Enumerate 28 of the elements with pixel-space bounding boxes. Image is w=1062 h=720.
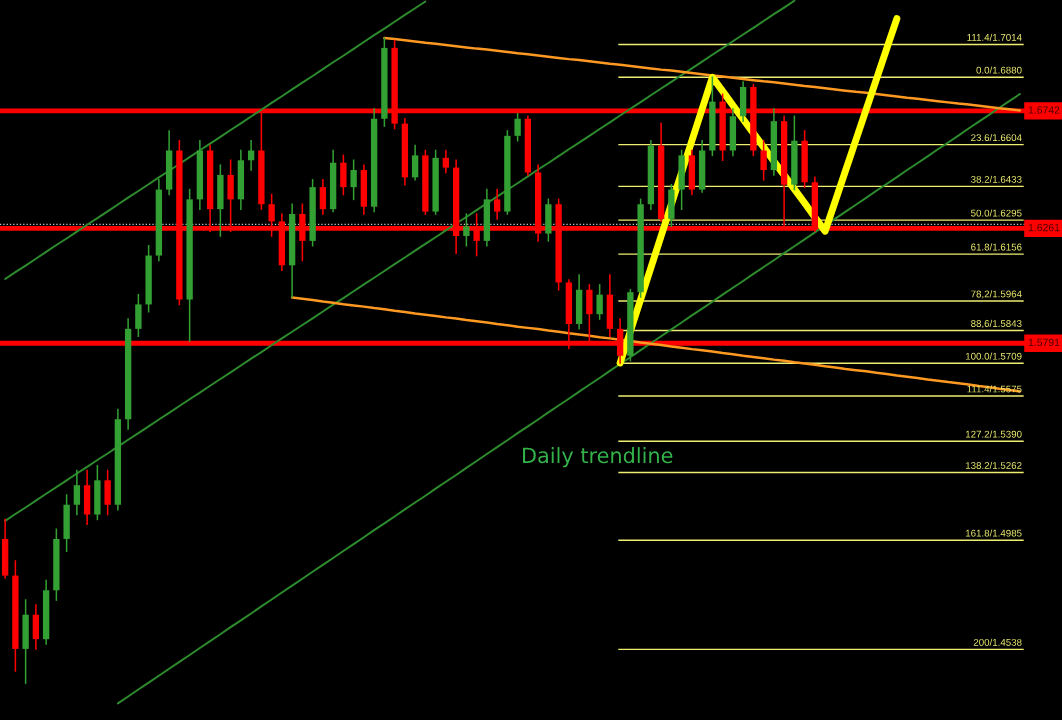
candlestick xyxy=(493,188,501,220)
ref-line-label: 138.2/1.5262 xyxy=(965,461,1022,469)
ref-line-label: 50.0/1.6295 xyxy=(971,209,1022,217)
ref-line-label: 1.5791 xyxy=(1028,338,1060,347)
ref-line-label: 1.6261 xyxy=(1028,223,1060,232)
candlestick xyxy=(411,144,419,181)
ref-line-label: 111.4/1.7014 xyxy=(967,33,1022,41)
ref-line-label: 23.6/1.6604 xyxy=(971,133,1022,142)
ref-line-label: 100.0/1.5709 xyxy=(965,352,1022,360)
candlestick xyxy=(73,469,81,516)
candlestick xyxy=(319,179,327,215)
ref-line-label: 88,6/1.5843 xyxy=(971,319,1022,329)
candlestick xyxy=(350,159,357,201)
ref-line-label: 78,2/1.5964 xyxy=(971,290,1022,299)
candlestick xyxy=(596,284,603,320)
candlestick xyxy=(514,113,521,142)
ref-line-label: 38.2/1.6433 xyxy=(971,175,1022,183)
ref-line-label: 61.8/1.6156 xyxy=(971,243,1022,251)
ref-line-label: 200/1.4538 xyxy=(973,638,1022,646)
annotation: Daily trendline xyxy=(523,447,673,468)
ref-line-label: 1.6742 xyxy=(1028,106,1060,114)
candlestick xyxy=(760,139,767,181)
ref-line-label: 0.0/1.6880 xyxy=(976,66,1022,74)
candlestick xyxy=(442,149,450,174)
ref-line-label: 127.2/1.5390 xyxy=(965,430,1022,438)
ref-line-label: 161.8/1.4985 xyxy=(965,529,1022,537)
candlestick xyxy=(247,139,255,171)
candlestick xyxy=(463,213,470,247)
